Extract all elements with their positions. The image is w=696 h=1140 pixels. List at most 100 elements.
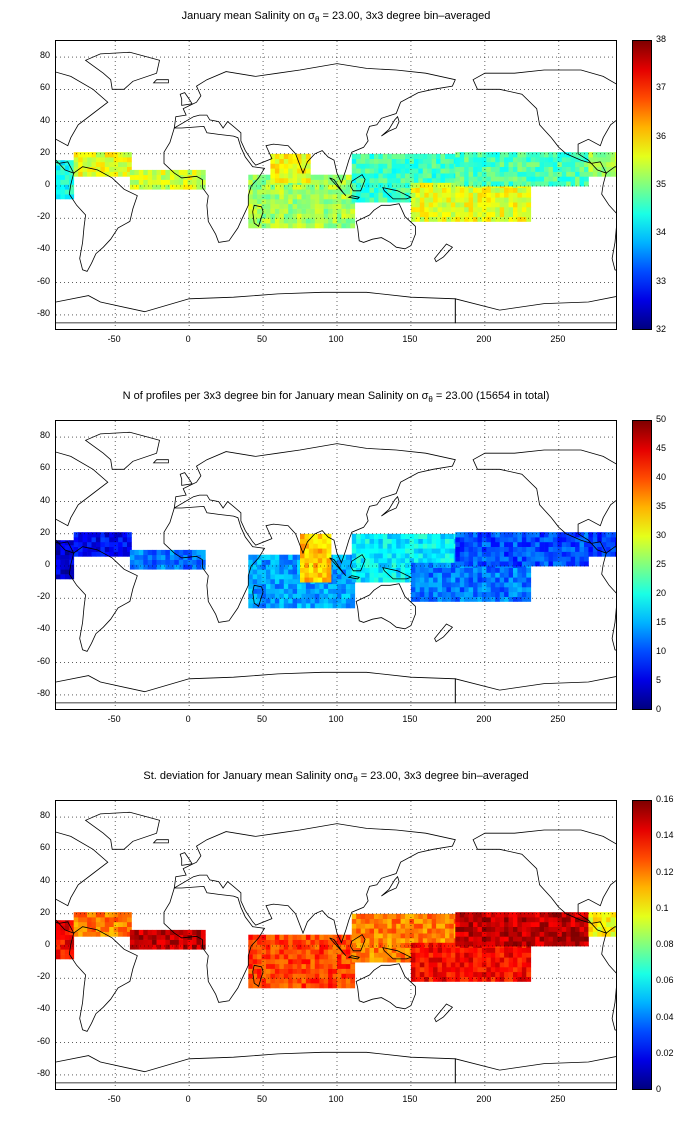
data-cell <box>431 928 437 934</box>
coastline <box>84 51 160 90</box>
data-cell <box>481 952 487 958</box>
data-cell <box>266 189 271 195</box>
data-cell <box>526 161 532 167</box>
data-cell <box>464 976 469 982</box>
data-cell <box>513 556 518 562</box>
data-cell <box>356 538 361 544</box>
data-cell <box>486 957 492 963</box>
data-cell <box>387 947 393 953</box>
data-cell <box>464 952 469 958</box>
data-cell <box>418 153 424 159</box>
data-cell <box>64 929 70 936</box>
data-cell <box>481 206 487 213</box>
data-cell <box>464 582 469 588</box>
data-cell <box>433 216 438 222</box>
data-cell <box>499 926 505 932</box>
data-cell <box>382 538 388 544</box>
data-cell <box>257 208 262 214</box>
data-cell <box>314 184 320 190</box>
data-cell <box>570 556 576 562</box>
data-cell <box>248 218 254 224</box>
data-cell <box>557 537 563 543</box>
data-cell <box>261 588 267 594</box>
data-cell <box>504 926 509 932</box>
data-cell <box>351 153 357 159</box>
data-cell <box>442 942 447 948</box>
data-cell <box>104 537 110 543</box>
data-cell <box>297 184 302 190</box>
data-cell <box>410 947 416 953</box>
data-cell <box>192 549 197 556</box>
data-cell <box>464 211 469 217</box>
data-cell <box>369 562 375 568</box>
data-cell <box>561 176 567 182</box>
data-cell <box>382 918 388 924</box>
data-cell <box>69 194 75 200</box>
data-cell <box>486 211 492 217</box>
data-cell <box>575 546 580 552</box>
data-cell <box>473 546 478 552</box>
data-cell <box>365 548 370 554</box>
data-cell <box>109 931 114 937</box>
data-cell <box>337 574 342 580</box>
data-cell <box>305 593 311 599</box>
data-cell <box>486 157 492 163</box>
data-cell <box>544 166 549 172</box>
data-cell <box>305 189 311 195</box>
data-cell <box>323 223 329 229</box>
data-cell <box>477 176 483 182</box>
data-cell <box>64 189 70 195</box>
data-cell <box>473 947 478 953</box>
data-cell <box>428 192 434 198</box>
data-cell <box>365 557 370 564</box>
data-cell <box>508 532 514 538</box>
data-cell <box>615 931 616 937</box>
data-cell <box>365 577 370 583</box>
data-cell <box>252 973 258 979</box>
data-cell <box>288 198 293 205</box>
data-cell <box>490 152 496 158</box>
data-cell <box>601 551 607 557</box>
data-cell <box>544 926 549 932</box>
data-cell <box>481 561 487 567</box>
data-cell <box>473 216 478 222</box>
coastline <box>56 831 109 934</box>
data-cell <box>396 933 401 939</box>
data-cell <box>356 918 361 924</box>
data-cell <box>297 954 302 960</box>
data-cell <box>445 913 450 919</box>
data-cell <box>464 157 469 163</box>
data-cell <box>504 971 509 977</box>
data-cell <box>374 567 379 573</box>
data-cell <box>56 184 61 190</box>
data-cell <box>499 596 505 602</box>
data-cell <box>274 208 280 214</box>
data-cell <box>450 952 456 958</box>
data-cell <box>526 976 532 982</box>
data-cell <box>436 928 441 934</box>
data-cell <box>499 577 505 583</box>
data-cell <box>323 198 329 205</box>
data-cell <box>73 917 79 923</box>
data-cell <box>187 549 193 556</box>
data-cell <box>183 939 188 945</box>
data-cell <box>322 553 327 559</box>
data-cell <box>378 947 384 953</box>
data-cell <box>127 541 132 547</box>
data-cell <box>387 913 393 919</box>
data-cell <box>459 187 465 193</box>
data-cell <box>433 952 438 958</box>
data-cell <box>69 564 75 570</box>
data-region-1 <box>56 540 75 580</box>
data-cell <box>530 532 536 538</box>
data-cell <box>490 176 496 182</box>
data-cell <box>261 958 267 965</box>
data-cell <box>504 197 509 203</box>
data-cell <box>200 939 206 945</box>
data-cell <box>332 574 338 580</box>
data-cell <box>513 936 518 942</box>
data-cell <box>477 912 483 918</box>
data-cell <box>118 171 123 177</box>
data-cell <box>464 216 469 222</box>
data-cell <box>345 203 351 209</box>
